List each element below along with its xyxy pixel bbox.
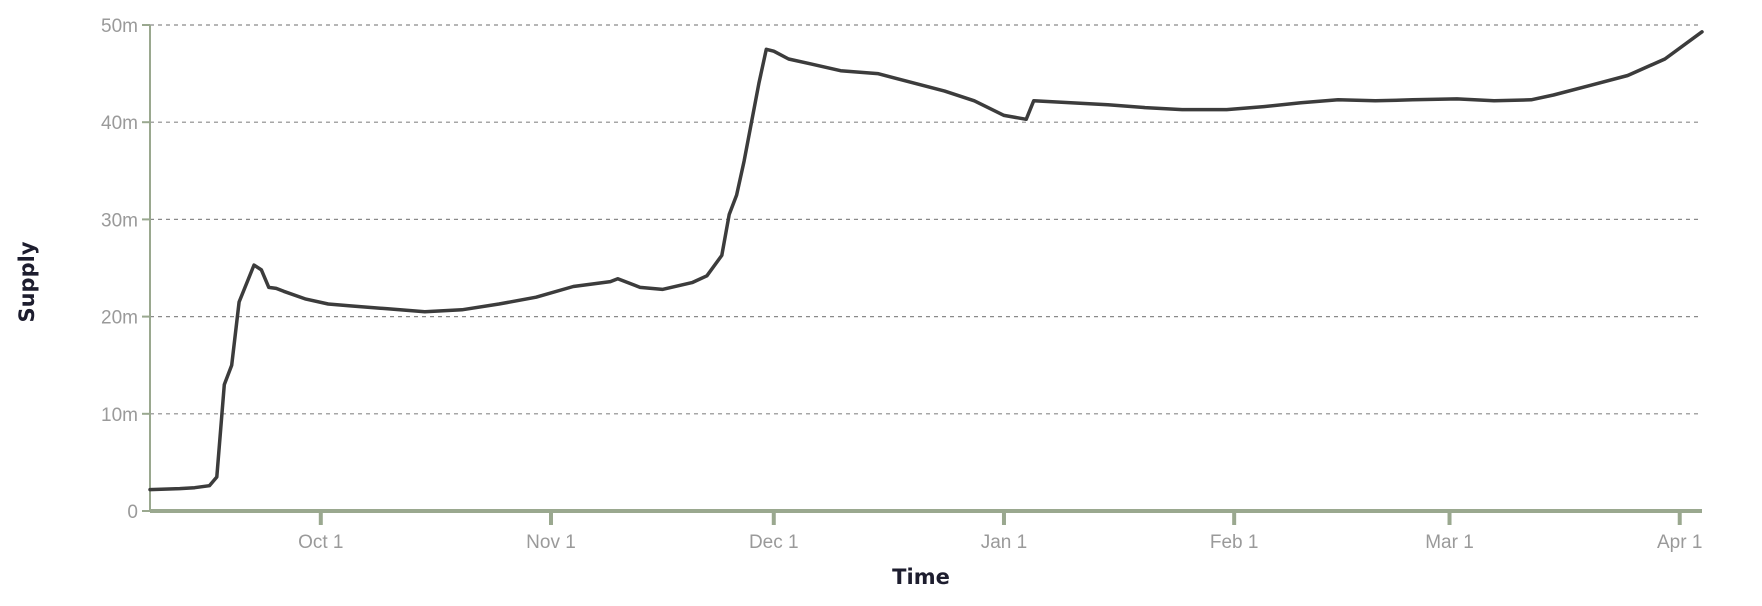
y-axis-ticks: 0 10m 20m 30m 40m 50m bbox=[101, 16, 150, 523]
x-axis-ticks: Oct 1 Nov 1 Dec 1 Jan 1 Feb 1 Mar 1 Apr 1 bbox=[298, 511, 1702, 553]
x-tick-label-3: Jan 1 bbox=[981, 532, 1027, 553]
x-tick-label-2: Dec 1 bbox=[749, 532, 799, 553]
x-tick-label-6: Apr 1 bbox=[1657, 532, 1702, 553]
x-tick-label-1: Nov 1 bbox=[526, 532, 576, 553]
y-tick-label-0: 0 bbox=[127, 502, 138, 523]
x-axis-title: Time bbox=[892, 565, 950, 589]
y-tick-label-2: 20m bbox=[101, 308, 138, 329]
y-tick-label-1: 10m bbox=[101, 405, 138, 426]
grid-lines bbox=[150, 24, 1702, 415]
y-tick-label-3: 30m bbox=[101, 210, 138, 231]
x-tick-label-0: Oct 1 bbox=[298, 532, 343, 553]
y-tick-label-4: 40m bbox=[101, 113, 138, 134]
y-tick-label-5: 50m bbox=[101, 16, 138, 37]
x-tick-label-4: Feb 1 bbox=[1210, 532, 1259, 553]
x-tick-label-5: Mar 1 bbox=[1425, 532, 1474, 553]
supply-series-line bbox=[148, 30, 1704, 492]
y-axis-title: Supply bbox=[15, 241, 39, 322]
